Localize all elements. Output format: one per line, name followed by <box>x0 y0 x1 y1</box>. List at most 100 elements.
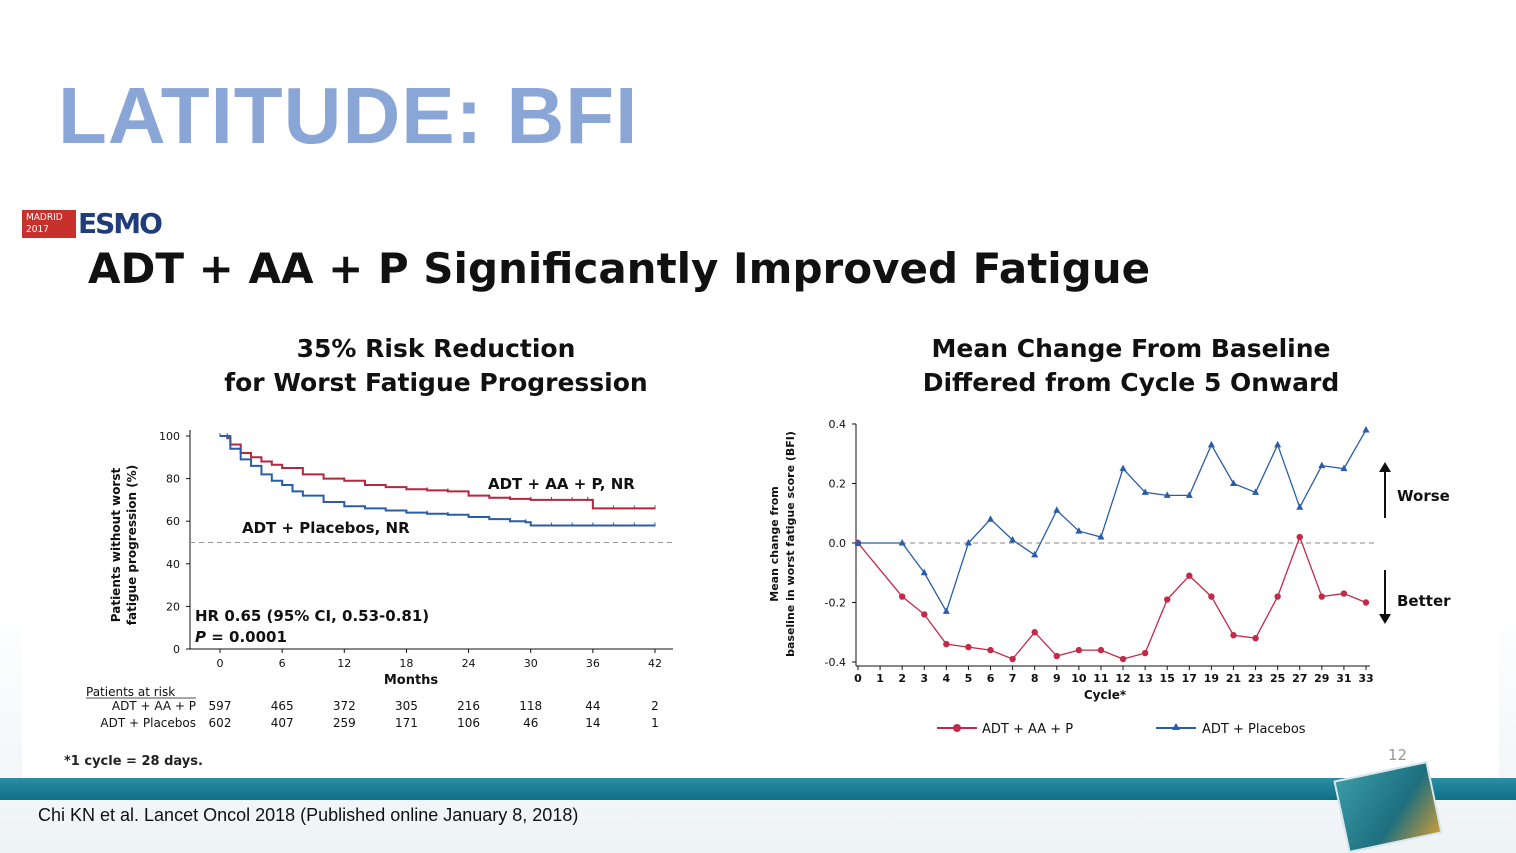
right-chart-title-line2: Differed from Cycle 5 Onward <box>922 368 1340 397</box>
mc-point-placebo <box>1031 550 1039 558</box>
right-chart-title: Mean Change From Baseline Differed from … <box>880 332 1382 400</box>
mc-point-placebo <box>987 515 995 522</box>
mc-x-tick-label: 17 <box>1182 672 1197 685</box>
km-xlabel: Months <box>384 673 439 688</box>
headline: ADT + AA + P Significantly Improved Fati… <box>88 244 1151 293</box>
mc-x-tick-label: 29 <box>1314 672 1329 685</box>
km-x-tick-label: 18 <box>399 657 413 670</box>
better-label: Better <box>1397 592 1451 610</box>
esmo-logo: MADRID 2017 ESMO <box>22 207 163 240</box>
mc-point-aap <box>898 593 906 600</box>
footer-band <box>0 778 1516 800</box>
km-series-group <box>219 433 656 527</box>
mc-x-tick-label: 27 <box>1292 672 1307 685</box>
mc-point-aap <box>1208 593 1215 600</box>
mc-point-placebo <box>1163 491 1171 498</box>
mc-point-aap <box>921 611 928 618</box>
mc-point-aap <box>1318 593 1326 600</box>
logo-city: MADRID 2017 <box>22 210 76 238</box>
mc-x-tick-label: 7 <box>1009 672 1017 685</box>
legend-placebo-label: ADT + Placebos <box>1202 722 1306 737</box>
worse-indicator: Worse <box>1379 462 1450 518</box>
mc-point-aap <box>1340 590 1348 597</box>
mc-point-aap <box>987 646 994 654</box>
risk-cell: 465 <box>271 699 294 713</box>
mc-point-placebo <box>1318 461 1326 469</box>
mc-x-tick-label: 25 <box>1270 672 1285 685</box>
mc-ylabel-line2: baseline in worst fatigue score (BFI) <box>784 431 797 657</box>
worse-label: Worse <box>1397 487 1450 505</box>
mc-point-placebo <box>920 568 928 576</box>
mc-point-placebo <box>1296 503 1304 510</box>
risk-table-header: Patients at risk <box>86 685 175 699</box>
mc-y-tick-label: 0.2 <box>829 478 847 491</box>
right-chart-title-line1: Mean Change From Baseline <box>931 334 1331 363</box>
citation: Chi KN et al. Lancet Oncol 2018 (Publish… <box>38 805 579 825</box>
km-y-tick-label: 0 <box>173 643 180 656</box>
mc-point-placebo <box>1362 425 1370 433</box>
page-number: 12 <box>1388 746 1408 764</box>
km-x-tick-label: 30 <box>524 657 538 670</box>
km-line-placebo <box>220 435 655 527</box>
risk-table: ADT + AA + P 597 465 372 305 216 118 44 2 ADT + P… <box>100 699 658 730</box>
mc-point-placebo <box>1009 536 1017 543</box>
mean-change-chart: -0.4-0.20.00.20.40 1 2 3 4 5 6 7 8 9 10 11 12 13 15 17 1… <box>768 418 1451 737</box>
mc-point-placebo <box>1185 491 1193 498</box>
mc-x-tick-label: 12 <box>1115 672 1130 685</box>
risk-cell: 259 <box>333 716 356 730</box>
km-ylabel-line2: fatigue progression (%) <box>125 465 139 625</box>
mc-point-placebo <box>1141 488 1149 495</box>
mc-x-tick-label: 33 <box>1358 672 1373 685</box>
mc-point-placebo <box>1053 506 1061 513</box>
logo-brand: ESMO <box>78 207 163 240</box>
mc-point-placebo <box>1252 488 1260 495</box>
risk-cell: 46 <box>523 716 538 730</box>
mc-point-aap <box>1274 593 1281 600</box>
p-value: = 0.0001 <box>206 628 287 646</box>
mc-x-tick-label: 21 <box>1226 672 1241 685</box>
mc-point-aap <box>1075 646 1083 654</box>
legend-aap-label: ADT + AA + P <box>982 722 1073 737</box>
km-axes: 0 20 40 60 80 100 0 6 12 18 24 30 36 42 <box>159 430 673 670</box>
mc-x-tick-label: 31 <box>1336 672 1351 685</box>
better-arrow-head <box>1379 614 1391 624</box>
risk-cell: 602 <box>209 716 232 730</box>
mc-y-tick-label: 0.4 <box>829 418 847 431</box>
km-y-tick-label: 80 <box>166 473 180 486</box>
mc-x-tick-label: 0 <box>854 672 862 685</box>
mc-y-tick-label: 0.0 <box>829 537 847 550</box>
left-chart-title-line1: 35% Risk Reduction <box>296 334 576 363</box>
km-x-tick-label: 6 <box>279 657 286 670</box>
mc-x-tick-label: 1 <box>876 672 884 685</box>
km-y-tick-label: 100 <box>159 430 180 443</box>
hr-text: HR 0.65 (95% CI, 0.53-0.81) <box>195 607 429 625</box>
mc-line-placebo <box>858 429 1367 614</box>
km-line-aap <box>220 435 655 510</box>
risk-cell: 14 <box>585 716 600 730</box>
mc-x-tick-label: 5 <box>965 672 973 685</box>
mc-point-aap <box>943 640 950 648</box>
mc-point-placebo <box>1075 527 1083 534</box>
risk-cell: 1 <box>651 716 659 730</box>
mc-ylabel: Mean change from <box>768 486 781 602</box>
km-x-tick-label: 36 <box>586 657 600 670</box>
mc-x-tick-label: 6 <box>987 672 995 685</box>
footnote: *1 cycle = 28 days. <box>64 754 203 769</box>
mc-point-aap <box>1097 646 1105 654</box>
risk-cell: 171 <box>395 716 418 730</box>
mc-x-tick-label: 2 <box>898 672 906 685</box>
mc-point-aap <box>1362 599 1370 606</box>
risk-cell: 305 <box>395 699 418 713</box>
risk-row-label: ADT + AA + P <box>112 699 196 713</box>
mc-legend: ADT + AA + P ADT + Placebos <box>937 722 1306 737</box>
mc-point-aap <box>1009 655 1016 663</box>
mc-point-placebo <box>898 539 906 546</box>
km-series-label-placebo: ADT + Placebos, NR <box>242 519 410 537</box>
mc-xlabel: Cycle* <box>1084 688 1127 702</box>
mc-x-tick-label: 3 <box>920 672 928 685</box>
risk-cell: 106 <box>457 716 480 730</box>
mc-point-aap <box>1031 629 1038 636</box>
mc-x-tick-label: 11 <box>1093 672 1108 685</box>
worse-arrow-head <box>1379 462 1391 472</box>
km-x-tick-label: 24 <box>462 657 476 670</box>
